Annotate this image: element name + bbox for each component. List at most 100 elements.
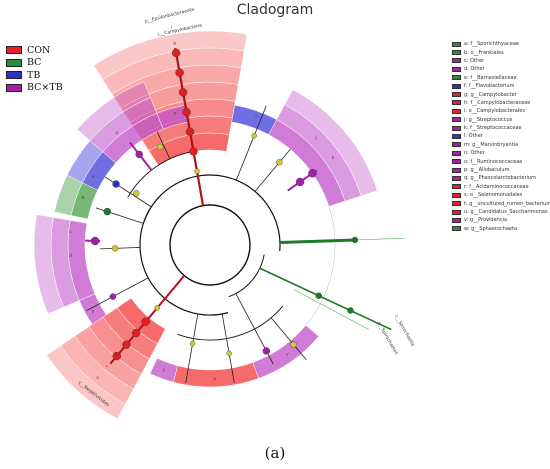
clade-letter: f [255, 114, 257, 120]
tree-node [135, 150, 143, 159]
clade-sector [76, 81, 151, 142]
taxa-legend-label: p: g__Allobaculum [464, 167, 510, 174]
tree-node [90, 236, 100, 246]
legend-swatch-con [6, 46, 22, 55]
clade-sector [93, 30, 248, 81]
tree-node [154, 305, 160, 311]
tree-node [112, 180, 120, 188]
tree-branch [354, 237, 405, 241]
taxa-legend-swatch [452, 117, 461, 123]
branch-arc [177, 305, 284, 341]
legend-swatch-bctb [6, 83, 22, 92]
tree-node [262, 347, 271, 355]
taxa-legend-label: b: o__Frankiales [464, 49, 504, 56]
legend-label-tb: TB [27, 69, 41, 81]
clade-sector [231, 104, 278, 135]
tree-node [171, 48, 181, 58]
tree-node [141, 317, 150, 326]
tree-node [290, 341, 297, 348]
tree-node [347, 307, 354, 314]
taxa-legend-swatch [452, 58, 461, 64]
taxa-legend-label: v: g__Providencia [464, 217, 508, 224]
taxa-legend-label: k: f__Streptococcaceae [464, 125, 522, 132]
taxa-legend-item: f: f__Flavobacterium [452, 82, 550, 90]
tree-branch [104, 176, 152, 208]
tree-node [226, 350, 232, 357]
taxa-legend-item: t: g__uncultured_rumen_bacterium [452, 199, 550, 207]
clade-letter: n [174, 112, 177, 117]
taxa-legend-swatch [452, 133, 461, 139]
tree-node [276, 159, 283, 166]
taxa-legend-label: t: g__uncultured_rumen_bacterium [464, 200, 550, 207]
tree-branch [221, 313, 235, 383]
clade-letter: c [69, 230, 72, 235]
branch-arc [139, 209, 229, 316]
tree-node [133, 190, 140, 197]
branch-arc [228, 254, 265, 298]
tree-node [109, 293, 117, 300]
taxa-legend-swatch [452, 226, 461, 232]
tree-node [308, 169, 317, 178]
taxa-legend-swatch [452, 41, 461, 47]
tree-node [185, 127, 195, 136]
taxa-legend-item: s: o__Selenomonadales [452, 191, 550, 199]
clade-label: p__Spirochaetes [376, 321, 400, 356]
taxa-legend-item: o: f__Ruminococcaceae [452, 157, 550, 165]
taxa-legend-item: v: g__Providencia [452, 216, 550, 224]
taxa-legend-swatch [452, 125, 461, 131]
taxa-legend-item: u: g__Candidatus_Saccharimonas [452, 208, 550, 216]
taxa-legend-label: u: g__Candidatus_Saccharimonas [464, 209, 548, 215]
taxa-legend-item: p: g__Allobaculum [452, 166, 550, 174]
clade-letter: p [92, 310, 95, 315]
clade-sector [33, 214, 64, 315]
taxa-legend-item: c: Other [452, 57, 550, 65]
tree-branch [185, 313, 199, 383]
taxa-legend-label: e: f__Barnesiellaceae [464, 74, 517, 81]
chart-title: Cladogram [236, 2, 314, 18]
clade-letter: g [176, 59, 179, 64]
clade-letter: v [286, 353, 289, 358]
tree-node [189, 340, 196, 347]
legend-label-con: CON [27, 44, 51, 56]
taxa-legend-label: h: f__Campylobacteraceae [464, 99, 531, 106]
taxa-legend-swatch [452, 201, 461, 207]
taxa-legend-item: i: o__Campylobacterales [452, 107, 550, 115]
clade-letter: j [314, 135, 316, 141]
branch-arc [143, 174, 281, 252]
root-circle [169, 204, 251, 286]
tree-branch [254, 148, 291, 192]
taxa-legend-label: l: Other [464, 133, 483, 140]
tree-branch [95, 207, 144, 224]
taxa-legend-item: g: g__Campylobacter [452, 90, 550, 98]
taxa-legend-swatch [452, 66, 461, 72]
taxa-legend-label: j: g__Streptococcus [464, 116, 513, 123]
taxa-legend-label: c: Other [464, 57, 485, 64]
taxa-legend-item: q: g__Phascolarctobacterium [452, 174, 550, 182]
tree-node [111, 245, 119, 252]
clade-letter: q [115, 353, 118, 358]
taxa-legend-label: w: g__Sphaerochaeta [464, 225, 518, 232]
taxa-legend-item: l: Other [452, 132, 550, 140]
taxa-legend-swatch [452, 50, 461, 56]
taxa-legend-label: m: g__Marvinbryantia [464, 141, 519, 148]
taxa-legend-swatch [452, 92, 461, 98]
clade-letter: e [115, 131, 118, 136]
legend-item-con: CON [6, 44, 63, 57]
taxa-legend-label: g: g__Campylobacter [464, 91, 517, 98]
legend-item-bc: BC [6, 57, 63, 70]
tree-node [175, 68, 184, 77]
clade-letter: h [173, 41, 176, 47]
taxa-legend-label: d: Other [464, 66, 485, 73]
tree-node [178, 88, 188, 97]
taxa-legend-swatch [452, 108, 461, 114]
taxa-legend-item: a: f__Sporichthyaceae [452, 40, 550, 48]
taxa-legend-swatch [452, 167, 461, 173]
outer-ring [305, 206, 336, 326]
tree-branch [279, 238, 355, 245]
legend-item-tb: TB [6, 69, 63, 82]
taxa-legend-item: d: Other [452, 65, 550, 73]
taxa-legend-item: k: f__Streptococcaceae [452, 124, 550, 132]
taxa-legend-swatch [452, 150, 461, 156]
legend-swatch-tb [6, 71, 22, 80]
tree-branch [235, 105, 267, 181]
